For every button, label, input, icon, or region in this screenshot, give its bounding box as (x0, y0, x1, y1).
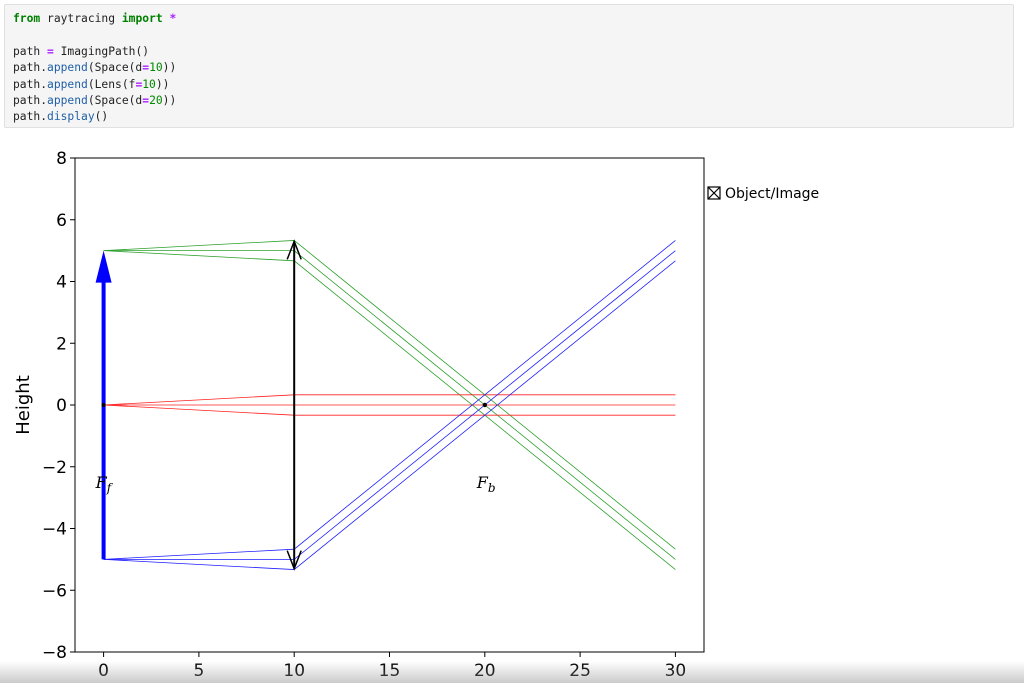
y-tick-label: −2 (42, 458, 67, 478)
code-token: append (47, 93, 88, 107)
code-token: path (13, 44, 48, 58)
code-token: 10 (142, 77, 156, 91)
focal-label-main: F (476, 473, 489, 492)
code-line: from raytracing import * (13, 11, 1005, 27)
y-tick-label: 0 (56, 396, 67, 416)
code-token: display (47, 110, 95, 124)
code-token: path. (13, 110, 48, 124)
code-token: )) (155, 77, 170, 91)
ray-line-axial (103, 394, 676, 406)
y-tick-label: −4 (42, 520, 67, 540)
code-token: )) (162, 93, 177, 107)
code-token: path. (13, 61, 48, 75)
focal-label: Fb (476, 473, 496, 495)
y-tick-label: −6 (42, 581, 67, 601)
code-token: * (169, 12, 177, 25)
code-cell[interactable]: from raytracing import * path = ImagingP… (4, 4, 1014, 128)
ray-line-bottom (103, 240, 676, 560)
object-axis-point (101, 403, 106, 407)
code-token: import (121, 12, 163, 25)
ray-line-axial (103, 404, 676, 416)
code-line: path.display() (13, 109, 1005, 125)
code-token: (Lens(f (87, 77, 136, 91)
code-token: = (142, 61, 150, 75)
lens-arrow-top (286, 239, 302, 260)
code-token: = (135, 77, 143, 91)
code-token: 10 (149, 61, 163, 75)
code-token: ImagingPath() (53, 44, 150, 58)
y-tick-label: 8 (56, 149, 67, 169)
code-token: )) (162, 61, 177, 75)
focal-label-sub: b (488, 481, 496, 495)
y-tick-label: 2 (56, 334, 67, 354)
code-token: 20 (149, 93, 163, 107)
y-tick-label: 4 (56, 273, 67, 293)
legend-icon-diagonal-b (707, 186, 721, 200)
object-arrow-head (95, 250, 112, 283)
y-axis-label: Height (13, 375, 34, 435)
code-line (13, 27, 1005, 43)
code-token: path. (13, 77, 48, 91)
code-token: raytracing (40, 12, 122, 25)
focal-point-marker (482, 402, 488, 408)
code-token: (Space(d (87, 93, 143, 107)
ray-line-top (103, 250, 676, 570)
code-line: path.append(Space(d=10)) (13, 60, 1005, 76)
code-line: path.append(Space(d=20)) (13, 93, 1005, 109)
code-token: path. (13, 93, 48, 107)
y-tick-label: 6 (56, 211, 67, 231)
focal-label-main: F (95, 473, 108, 492)
ray-tracing-plot: 051015202530−8−6−4−202468HeightFfFbObjec… (13, 149, 819, 681)
code-token: append (47, 77, 88, 91)
code-line: path.append(Lens(f=10)) (13, 77, 1005, 93)
legend-object-image-icon (707, 186, 721, 200)
lens-arrow-bottom (286, 550, 302, 571)
code-token: append (47, 61, 88, 75)
y-tick-label: −8 (42, 643, 67, 663)
bottom-fade (0, 661, 1024, 683)
focal-label: Ff (95, 473, 114, 495)
code-token: = (142, 93, 150, 107)
focal-label-sub: f (106, 481, 114, 495)
code-token: from (13, 12, 41, 25)
code-token: = (47, 44, 54, 58)
code-line: path = ImagingPath() (13, 44, 1005, 60)
plot-output: 051015202530−8−6−4−202468HeightFfFbObjec… (0, 140, 1024, 687)
code-token: () (94, 110, 109, 124)
code-token: (Space(d (87, 61, 143, 75)
legend-label: Object/Image (725, 186, 819, 202)
